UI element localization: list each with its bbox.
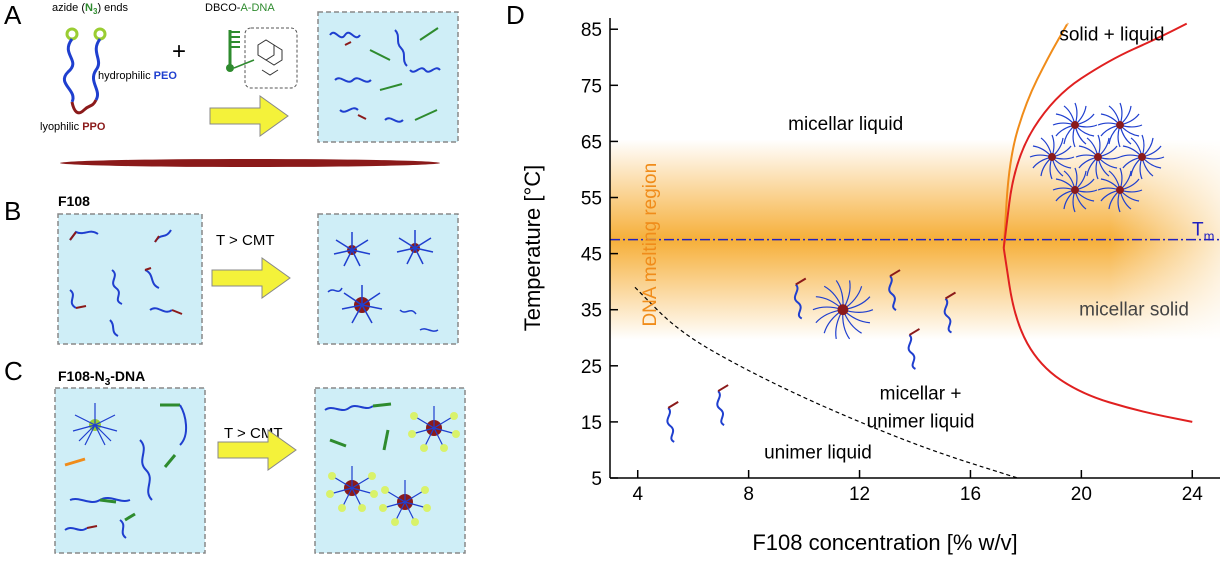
x-tick-label: 24 — [1182, 484, 1204, 505]
y-tick-label: 35 — [581, 301, 602, 322]
lyophilic-label: lyophilic PPO — [40, 121, 106, 133]
y-tick-label: 45 — [581, 245, 602, 266]
unimer-5 — [888, 269, 901, 311]
micelle-lattice — [1097, 102, 1143, 148]
y-tick-label: 75 — [581, 76, 602, 97]
x-tick-label: 20 — [1071, 484, 1092, 505]
micelle-core — [1094, 153, 1102, 161]
micelle-core — [1071, 186, 1079, 194]
panel-b-label: F108 — [58, 193, 90, 209]
dna-strand-icon — [226, 27, 298, 89]
arrow-a — [209, 95, 289, 137]
panel-c-label: F108-N3-DNA — [58, 368, 146, 388]
phase-boundary-line — [1002, 22, 1188, 249]
y-tick-label: 55 — [581, 189, 602, 210]
y-tick-label: 25 — [581, 357, 602, 378]
polymer-chain — [62, 27, 107, 115]
unimer-ppo — [908, 328, 920, 336]
unimer-peo — [716, 390, 725, 426]
unimer-1 — [666, 401, 679, 443]
unimer-peo — [666, 407, 675, 443]
x-tick-label: 4 — [632, 484, 643, 505]
micelle-core — [837, 304, 849, 316]
panel-letter-a: A — [4, 0, 22, 30]
plus-sign: + — [172, 38, 187, 65]
unimer-peo — [888, 275, 897, 311]
tm-subscript: m — [1204, 229, 1215, 244]
dna-micelle-icons — [324, 402, 460, 526]
micelle-core — [1116, 186, 1124, 194]
region-label: micellar solid — [1079, 299, 1189, 320]
y-axis-label: Temperature [°C] — [520, 165, 545, 332]
unimer-2 — [716, 384, 729, 426]
unimer-3 — [793, 277, 807, 320]
hydrophilic-label: hydrophilic PEO — [98, 70, 177, 82]
region-label: unimer liquid — [867, 412, 975, 433]
panel-c-drawing — [54, 387, 466, 554]
panel-a-box — [317, 11, 459, 143]
micelle-lattice — [1075, 134, 1121, 180]
phase-boundary-line — [1002, 247, 1193, 423]
unimer-peo — [907, 334, 917, 370]
unimer-peo — [943, 297, 953, 334]
micelle-core — [1071, 121, 1079, 129]
unimer-peo — [793, 283, 803, 320]
micelle-large — [812, 280, 874, 340]
x-tick-label: 12 — [849, 484, 870, 505]
arrow-b — [211, 257, 291, 299]
panel-a-drawing — [60, 11, 459, 167]
band-label: DNA melting region — [640, 163, 661, 327]
y-tick-label: 5 — [591, 469, 602, 490]
micelle-lattice — [1029, 134, 1075, 180]
panel-letter-c: C — [4, 356, 23, 386]
region-label: micellar liquid — [788, 114, 903, 135]
phase-boundary-line — [1002, 23, 1069, 249]
region-label: solid + liquid — [1059, 24, 1164, 45]
panel-letter-b: B — [4, 196, 22, 226]
unimer-6 — [943, 291, 957, 334]
panel-letter-d: D — [506, 0, 525, 30]
unimer-ppo — [889, 269, 901, 277]
y-tick-label: 65 — [581, 132, 602, 153]
unimer-ppo — [944, 291, 957, 300]
micelle-icons — [327, 230, 439, 332]
x-tick-label: 16 — [960, 484, 981, 505]
region-label: micellar + — [880, 383, 962, 404]
arrow-c — [217, 429, 297, 471]
micelle-lattice — [1097, 167, 1143, 213]
azide-label: azide (N3) ends — [52, 2, 129, 17]
micelle-core — [1116, 121, 1124, 129]
micelle-lattice — [1119, 134, 1165, 180]
x-axis-label: F108 concentration [% w/v] — [752, 530, 1017, 555]
separator-ellipse — [60, 159, 440, 167]
unimer-4 — [907, 328, 920, 370]
micelle-lattice — [1052, 102, 1098, 148]
y-tick-label: 85 — [581, 20, 602, 41]
micelle-lattice — [1052, 167, 1098, 213]
y-tick-label: 15 — [581, 413, 602, 434]
panel-b-drawing — [57, 213, 459, 345]
dbco-label: DBCO-A-DNA — [205, 2, 275, 14]
x-tick-label: 8 — [743, 484, 754, 505]
region-label: unimer liquid — [764, 442, 872, 463]
unimer-ppo — [717, 384, 729, 392]
unimer-ppo — [795, 277, 807, 286]
micelle-core — [1138, 153, 1146, 161]
micelle-core — [1048, 153, 1056, 161]
panel-b-arrow-text: T > CMT — [216, 232, 275, 249]
unimer-ppo — [667, 401, 679, 409]
